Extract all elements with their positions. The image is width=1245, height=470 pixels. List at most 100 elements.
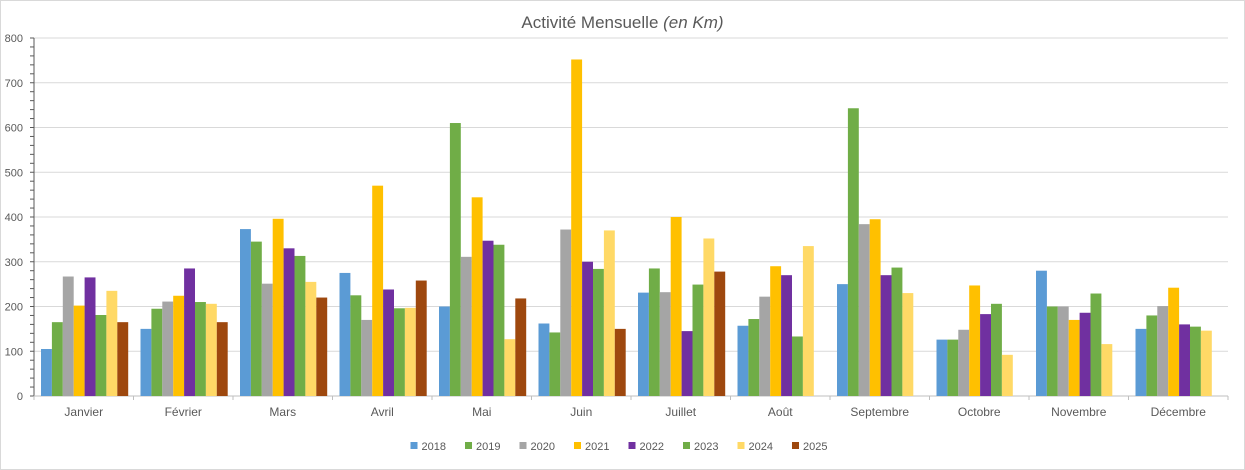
legend-label-2021: 2021 <box>585 441 609 453</box>
x-category-label: Mai <box>472 405 491 419</box>
bar-2020-5 <box>460 256 472 396</box>
bar-2025-6 <box>614 328 626 396</box>
legend-label-2018: 2018 <box>422 441 446 453</box>
bar-2022-9 <box>880 275 892 396</box>
legend-swatch-2019 <box>465 442 472 449</box>
bar-2021-1 <box>73 305 85 396</box>
bar-2022-11 <box>1079 312 1091 396</box>
legend-swatch-2024 <box>737 442 745 449</box>
bar-2023-8 <box>792 336 803 396</box>
bar-2022-12 <box>1179 324 1190 396</box>
x-category-label: Novembre <box>1051 405 1107 419</box>
bar-2019-2 <box>151 308 163 396</box>
bar-2024-3 <box>305 281 317 396</box>
legend-swatch-2022 <box>628 442 636 449</box>
x-category-label: Décembre <box>1151 405 1207 419</box>
bar-2025-2 <box>216 322 228 396</box>
bar-2020-7 <box>659 292 671 396</box>
bar-2024-8 <box>802 246 814 396</box>
legend-swatch-2021 <box>574 442 581 449</box>
legend-swatch-2020 <box>519 442 527 449</box>
y-tick-label: 700 <box>5 78 23 90</box>
bar-2023-3 <box>294 255 306 396</box>
bar-2018-1 <box>41 349 52 396</box>
bar-2018-12 <box>1135 328 1147 396</box>
bar-2019-4 <box>350 295 362 396</box>
x-category-label: Octobre <box>958 405 1001 419</box>
bar-2018-10 <box>936 339 948 396</box>
bar-2021-9 <box>869 219 881 396</box>
bar-2020-4 <box>361 319 373 396</box>
y-tick-label: 300 <box>5 257 23 269</box>
bar-2024-4 <box>404 307 416 396</box>
bar-2024-2 <box>205 303 217 396</box>
x-category-label: Juin <box>570 405 592 419</box>
x-category-label: Mars <box>269 405 296 419</box>
bar-2025-5 <box>515 298 527 396</box>
bar-2019-1 <box>51 322 63 396</box>
bar-2020-6 <box>560 229 572 396</box>
x-category-label: Août <box>768 405 793 419</box>
legend-swatch-2018 <box>410 442 418 449</box>
bar-2022-1 <box>84 277 96 396</box>
x-category-label: Juillet <box>665 405 696 419</box>
bar-2024-11 <box>1101 344 1113 396</box>
bar-2019-11 <box>1046 306 1058 396</box>
bar-2022-7 <box>681 331 693 396</box>
legend-swatch-2025 <box>792 442 799 449</box>
bar-2018-9 <box>837 284 848 396</box>
bar-2018-8 <box>737 325 749 396</box>
legend-label-2023: 2023 <box>694 441 718 453</box>
legend-label-2020: 2020 <box>531 441 555 453</box>
bar-2020-10 <box>958 329 970 396</box>
bar-2021-5 <box>471 197 483 396</box>
bar-2023-5 <box>493 244 505 396</box>
bar-2023-10 <box>991 303 1002 396</box>
bar-2018-11 <box>1036 270 1047 396</box>
bar-2019-6 <box>549 332 561 396</box>
y-tick-label: 200 <box>5 302 23 314</box>
bar-2018-6 <box>538 323 550 396</box>
bar-2019-3 <box>250 241 262 396</box>
bar-2023-9 <box>891 267 903 396</box>
x-category-label: Avril <box>371 405 394 419</box>
chart-title-text: Activité Mensuelle <box>521 13 659 32</box>
bar-2019-12 <box>1146 315 1158 396</box>
bar-2022-5 <box>482 240 494 396</box>
bar-2024-12 <box>1200 330 1212 396</box>
y-tick-label: 0 <box>17 391 23 403</box>
bar-2024-9 <box>902 293 914 396</box>
x-category-label: Février <box>165 405 202 419</box>
bar-2020-3 <box>261 283 273 396</box>
bar-2021-6 <box>571 59 583 396</box>
bar-2023-12 <box>1190 326 1201 396</box>
bar-2019-5 <box>449 123 461 397</box>
bar-2023-1 <box>95 315 107 396</box>
bar-2024-5 <box>504 339 516 396</box>
bar-2019-7 <box>648 268 660 396</box>
bar-2023-7 <box>692 284 704 396</box>
bar-2018-5 <box>439 306 450 396</box>
bar-2021-11 <box>1068 319 1080 396</box>
bar-2023-4 <box>394 308 405 396</box>
bar-2018-2 <box>140 328 152 396</box>
legend-label-2025: 2025 <box>803 441 827 453</box>
bar-2022-2 <box>184 268 195 396</box>
bar-2020-2 <box>162 301 174 396</box>
chart-title-unit: (en Km) <box>663 13 724 32</box>
bar-2024-1 <box>106 290 118 396</box>
y-tick-label: 600 <box>5 123 23 135</box>
y-tick-label: 800 <box>5 33 23 45</box>
bar-2022-10 <box>980 314 991 396</box>
bar-2018-4 <box>339 272 351 396</box>
bar-2022-3 <box>283 248 295 396</box>
x-category-label: Janvier <box>64 405 103 419</box>
bar-2024-6 <box>603 230 615 396</box>
bar-2021-4 <box>372 185 384 396</box>
bar-2021-10 <box>969 285 981 396</box>
bar-2020-9 <box>858 224 870 396</box>
bar-2021-8 <box>770 266 782 396</box>
bar-2021-2 <box>173 295 185 396</box>
